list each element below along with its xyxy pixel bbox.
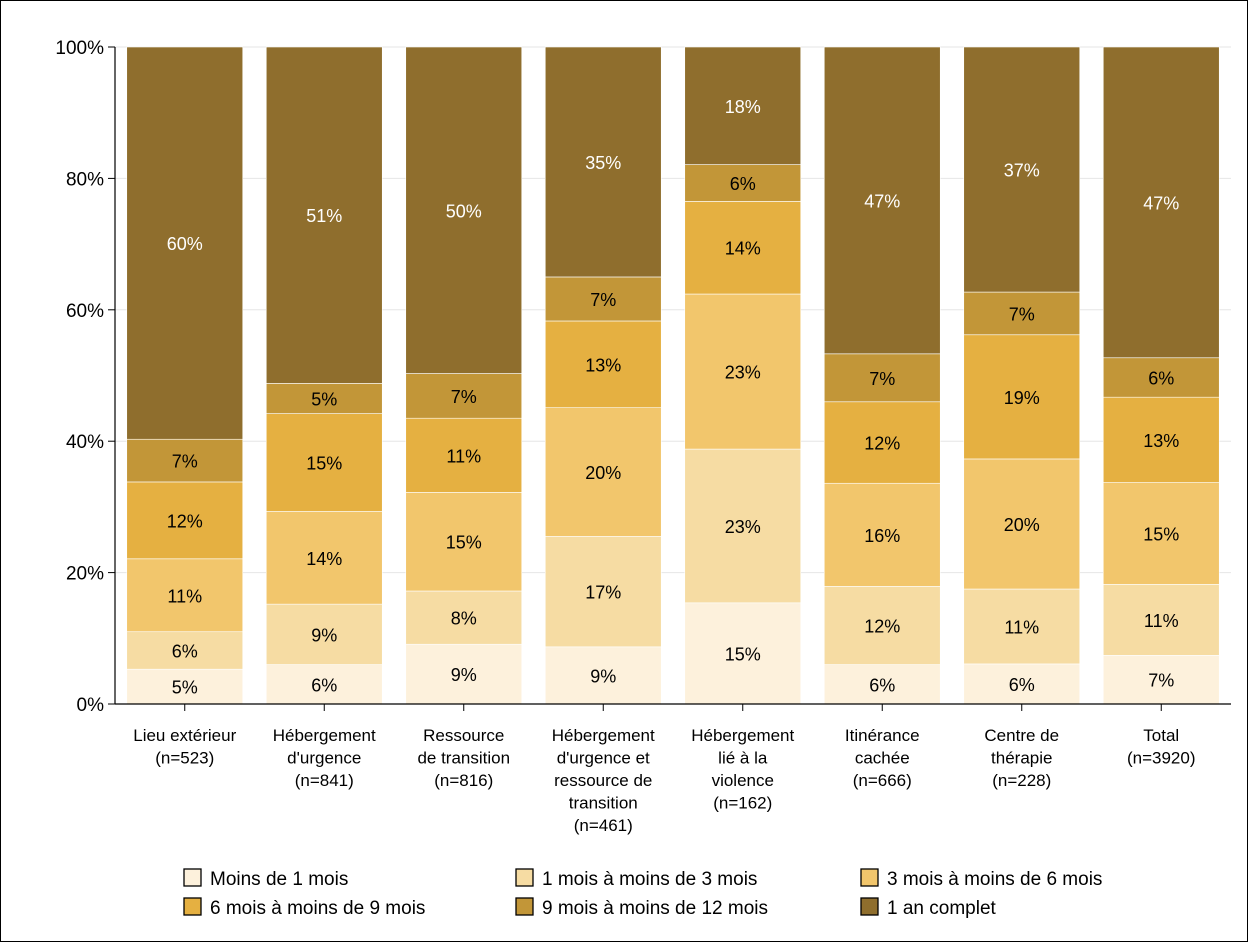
data-label: 11% — [167, 586, 202, 606]
data-label: 18% — [725, 97, 761, 117]
data-label: 11% — [1004, 617, 1039, 637]
data-label: 16% — [864, 526, 900, 546]
data-label: 19% — [1004, 388, 1040, 408]
data-label: 7% — [451, 387, 477, 407]
x-tick-label: transition — [569, 794, 638, 813]
data-label: 9% — [590, 666, 616, 686]
x-tick-label: cachée — [855, 749, 910, 768]
x-tick-label: violence — [712, 771, 774, 790]
data-label: 51% — [306, 206, 342, 226]
x-tick-label: Hébergement — [552, 726, 655, 745]
data-label: 14% — [306, 549, 342, 569]
data-label: 15% — [446, 533, 482, 553]
x-tick-label: (n=523) — [155, 749, 214, 768]
y-tick-label: 80% — [66, 169, 104, 190]
legend-label: 1 mois à moins de 3 mois — [542, 869, 757, 890]
data-label: 15% — [1143, 525, 1179, 545]
x-tick-label: (n=666) — [853, 771, 912, 790]
legend-swatch — [184, 898, 201, 915]
x-tick-label: lié à la — [718, 749, 768, 768]
data-label: 5% — [172, 678, 198, 698]
x-tick-label: (n=841) — [295, 771, 354, 790]
data-label: 6% — [869, 675, 895, 695]
data-label: 23% — [725, 363, 761, 383]
data-label: 15% — [725, 644, 761, 664]
x-tick-label: ressource de — [554, 771, 652, 790]
x-tick-label: Ressource — [423, 726, 504, 745]
data-label: 13% — [1143, 431, 1179, 451]
data-label: 12% — [864, 616, 900, 636]
data-label: 11% — [446, 446, 481, 466]
legend-swatch — [861, 898, 878, 915]
legend-label: 1 an complet — [887, 898, 997, 919]
data-label: 17% — [585, 583, 621, 603]
legend-swatch — [516, 869, 533, 886]
legend-swatch — [516, 898, 533, 915]
data-label: 6% — [311, 675, 337, 695]
x-tick-label: (n=816) — [434, 771, 493, 790]
x-tick-label: de transition — [417, 749, 510, 768]
x-tick-label: (n=228) — [992, 771, 1051, 790]
data-label: 6% — [730, 174, 756, 194]
y-tick-label: 0% — [77, 695, 105, 716]
data-label: 35% — [585, 153, 621, 173]
data-label: 47% — [1143, 193, 1179, 213]
data-label: 7% — [869, 369, 895, 389]
legend-label: 9 mois à moins de 12 mois — [542, 898, 768, 919]
data-label: 9% — [451, 665, 477, 685]
data-label: 7% — [1148, 671, 1174, 691]
data-label: 15% — [306, 454, 342, 474]
data-label: 47% — [864, 191, 900, 211]
data-label: 6% — [172, 641, 198, 661]
data-label: 5% — [311, 389, 337, 409]
x-tick-label: Total — [1143, 726, 1179, 745]
y-tick-label: 40% — [66, 432, 104, 453]
data-label: 23% — [725, 517, 761, 537]
data-label: 14% — [725, 239, 761, 259]
data-label: 7% — [590, 290, 616, 310]
y-tick-label: 20% — [66, 564, 104, 585]
legend-swatch — [184, 869, 201, 886]
data-label: 7% — [1009, 304, 1035, 324]
data-label: 12% — [864, 434, 900, 454]
x-tick-label: d'urgence — [287, 749, 361, 768]
x-tick-label: Lieu extérieur — [133, 726, 236, 745]
x-tick-label: Hébergement — [273, 726, 376, 745]
data-label: 13% — [585, 355, 621, 375]
legend-label: 3 mois à moins de 6 mois — [887, 869, 1102, 890]
legend-label: Moins de 1 mois — [210, 869, 348, 890]
data-label: 9% — [311, 625, 337, 645]
bars: 5% 6% 11% 12% 7% 60% 6% 9% 14% 15% 5% 51% 9% 8% 15% 11%… — [127, 47, 1220, 704]
data-label: 12% — [167, 511, 203, 531]
data-label: 20% — [585, 463, 621, 483]
x-tick-label: thérapie — [991, 749, 1052, 768]
data-label: 11% — [1144, 611, 1179, 631]
data-label: 50% — [446, 201, 482, 221]
legend-label: 6 mois à moins de 9 mois — [210, 898, 425, 919]
x-tick-label: Itinérance — [845, 726, 920, 745]
data-label: 37% — [1004, 161, 1040, 181]
y-tick-label: 100% — [55, 38, 104, 59]
data-label: 8% — [451, 609, 477, 629]
data-label: 6% — [1148, 368, 1174, 388]
x-tick-label: (n=3920) — [1127, 749, 1196, 768]
legend-swatch — [861, 869, 878, 886]
x-tick-label: (n=461) — [574, 816, 633, 835]
data-label: 6% — [1009, 675, 1035, 695]
legend: Moins de 1 mois 1 mois à moins de 3 mois 3… — [184, 869, 1102, 919]
x-tick-label: d'urgence et — [557, 749, 650, 768]
x-tick-label: Hébergement — [691, 726, 794, 745]
data-label: 20% — [1004, 515, 1040, 535]
y-tick-label: 60% — [66, 301, 104, 322]
x-tick-label: (n=162) — [713, 794, 772, 813]
data-label: 60% — [167, 234, 203, 254]
data-label: 7% — [172, 452, 198, 472]
x-tick-label: Centre de — [984, 726, 1059, 745]
